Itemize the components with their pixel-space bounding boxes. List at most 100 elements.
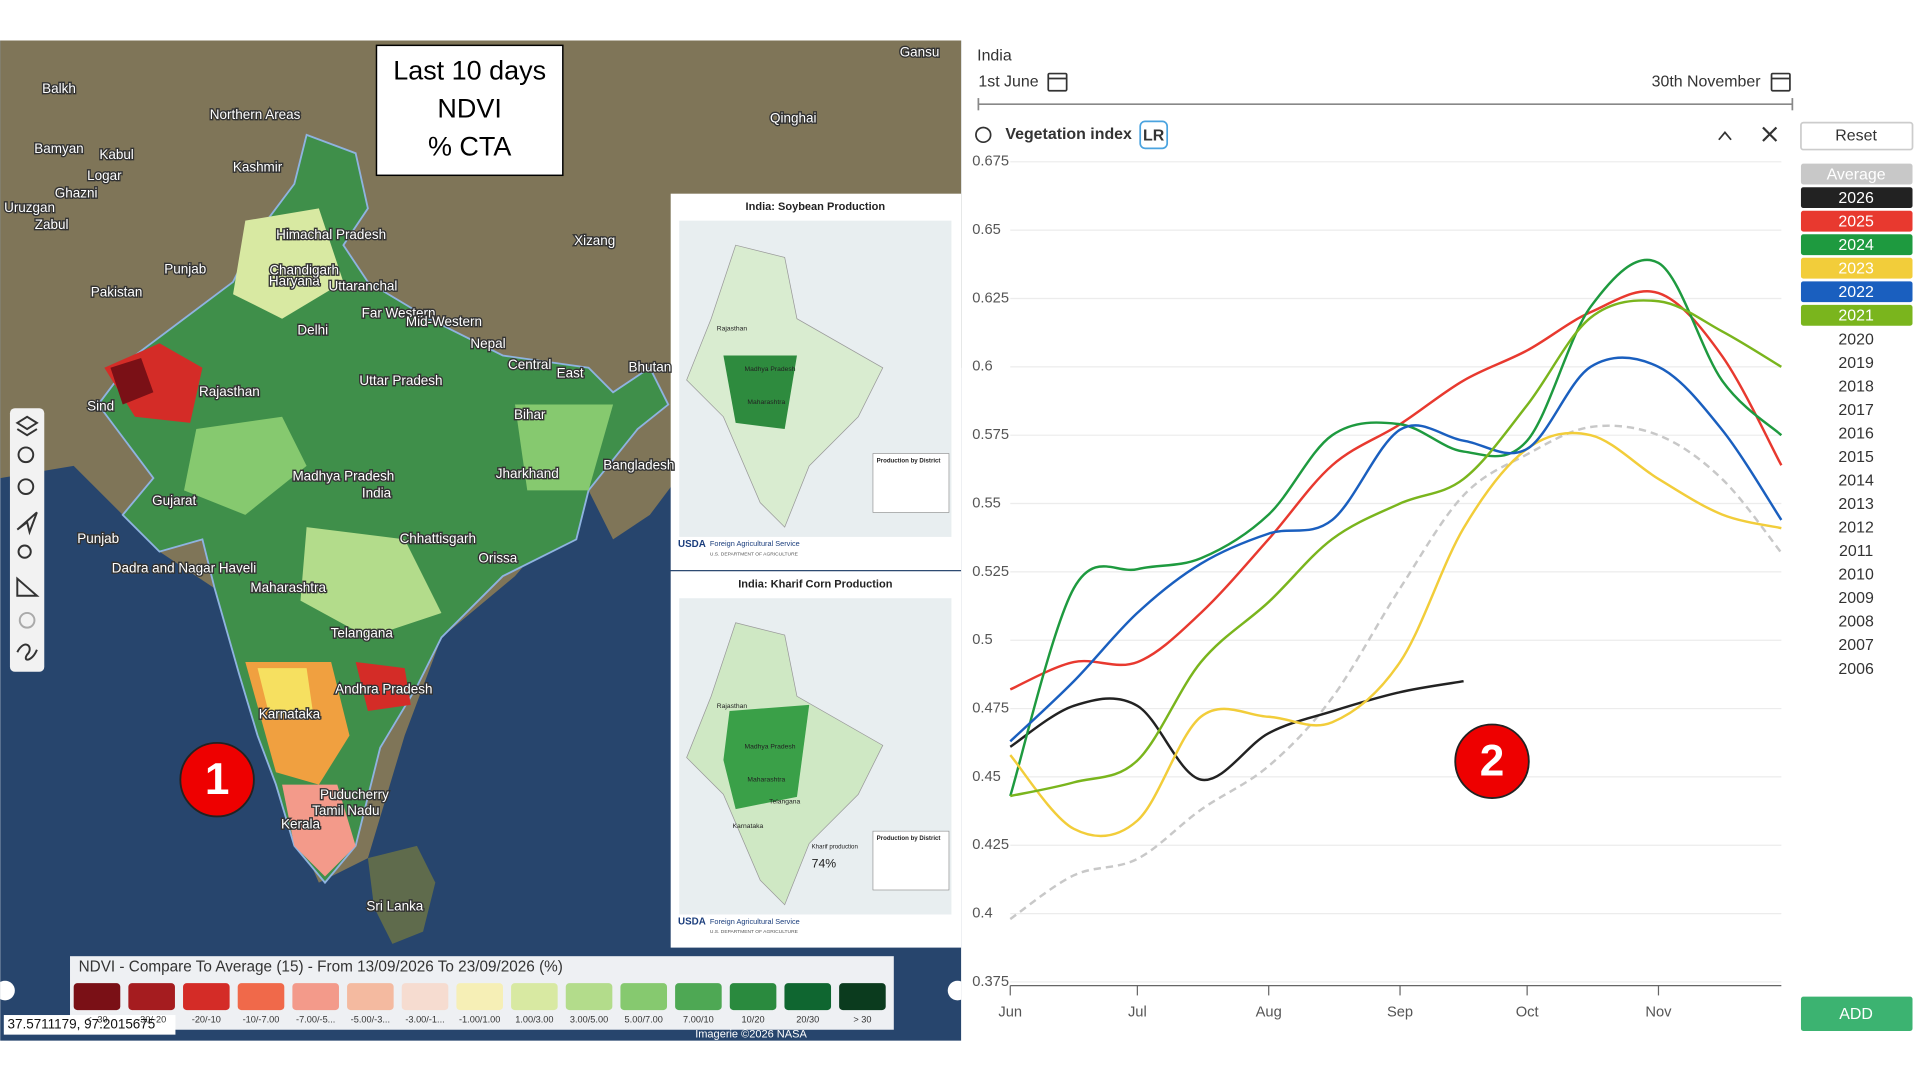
legend-name: 2021: [1838, 308, 1874, 325]
place-label: Andhra Pradesh: [335, 682, 432, 697]
calendar-icon[interactable]: [1047, 72, 1068, 92]
measure-icon[interactable]: [16, 576, 40, 597]
legend-swatch: [237, 983, 285, 1011]
inset-legend-title: Production by District: [877, 458, 941, 465]
legend-label: 1.00/3.00: [515, 1014, 553, 1024]
search-icon[interactable]: [17, 544, 32, 559]
y-tick-label: 0.475: [972, 700, 1009, 716]
place-label: Dadra and Nagar Haveli: [112, 560, 257, 575]
ndvi-patch: [282, 784, 356, 877]
globe-icon: [975, 126, 992, 144]
legend-swatch: [839, 983, 886, 1011]
draw-icon[interactable]: [16, 643, 38, 661]
y-tick-label: 0.375: [972, 974, 1009, 990]
legend-label: 20/30: [796, 1014, 819, 1024]
locate-icon[interactable]: [16, 511, 38, 536]
usda-logo: USDA: [678, 916, 706, 927]
layers-icon[interactable]: [15, 415, 39, 437]
legend-year[interactable]: 2015: [1838, 449, 1874, 466]
place-label: Nepal: [470, 336, 505, 351]
y-tick-label: 0.5: [972, 632, 992, 648]
legend-year[interactable]: 2010: [1838, 567, 1874, 584]
place-label: Rajasthan: [199, 384, 260, 399]
inset-state: Telangana: [769, 799, 800, 806]
legend-year[interactable]: 2016: [1838, 425, 1874, 442]
legend-pill[interactable]: [1800, 281, 1913, 303]
legend-year[interactable]: 2006: [1838, 661, 1874, 678]
series-line: [1010, 299, 1782, 798]
ndvi-patch: [184, 416, 307, 515]
legend-pill[interactable]: [1800, 187, 1913, 209]
panel-title: Vegetation index: [1005, 126, 1132, 143]
y-tick-label: 0.525: [972, 564, 1009, 580]
place-label: Madhya Pradesh: [292, 468, 394, 483]
target-icon[interactable]: [18, 611, 36, 629]
legend-year[interactable]: 2020: [1838, 331, 1874, 348]
ndvi-patch: [110, 357, 154, 405]
map[interactable]: Last 10 days NDVI % CTA Rajasthan Gujarat Mad…: [0, 40, 968, 1041]
zoom-out-icon[interactable]: [17, 478, 35, 496]
close-icon[interactable]: [1762, 126, 1778, 142]
legend-name: 2023: [1838, 261, 1874, 278]
place-label: Haryana: [269, 274, 320, 289]
legend-pill[interactable]: [1800, 163, 1913, 185]
legend-year[interactable]: 2019: [1838, 355, 1874, 372]
usda-logo: USDA: [678, 539, 706, 550]
collapse-right[interactable]: [947, 980, 968, 1001]
legend-swatch: [456, 983, 503, 1011]
legend-year[interactable]: 2008: [1838, 614, 1874, 631]
place-label: Chandigarh: [269, 262, 339, 277]
zoom-in-icon[interactable]: [17, 446, 35, 464]
legend-swatch: [73, 983, 121, 1011]
legend-swatch: [565, 983, 613, 1011]
place-label: Northern Areas: [210, 107, 301, 122]
calendar-icon[interactable]: [1770, 72, 1791, 92]
legend-year[interactable]: 2011: [1839, 543, 1873, 560]
collapse-left[interactable]: [0, 980, 15, 1001]
legend-year[interactable]: 2013: [1838, 496, 1874, 513]
add-button[interactable]: [1800, 996, 1913, 1031]
legend-year[interactable]: 2012: [1838, 520, 1874, 537]
ndvi-patch: [233, 208, 344, 319]
place-label: Jharkhand: [496, 466, 559, 481]
inset-state: Maharashtra: [747, 776, 785, 783]
place-label: Kerala: [281, 817, 320, 832]
inset-legend: [872, 830, 950, 891]
legend-year[interactable]: 2017: [1838, 402, 1874, 419]
badge-box[interactable]: [1139, 120, 1169, 150]
place-label: Orissa: [478, 551, 517, 566]
legend-label: -7.00/-5...: [296, 1014, 335, 1024]
legend-title: NDVI - Compare To Average (15) - From 13…: [79, 958, 563, 975]
legend-year[interactable]: 2009: [1838, 590, 1874, 607]
step-marker: [179, 741, 255, 818]
inset-department: U.S. DEPARTMENT OF AGRICULTURE: [710, 929, 799, 935]
legend-name: 2024: [1838, 237, 1874, 254]
legend-pill[interactable]: [1800, 210, 1913, 232]
badge[interactable]: LR: [1143, 127, 1165, 144]
place-label: Gansu: [900, 44, 940, 59]
collapse-icon[interactable]: [1718, 131, 1732, 141]
place-label: Delhi: [297, 323, 328, 338]
start-date: 1st June: [978, 73, 1038, 90]
place-label: Bhutan: [629, 359, 672, 374]
place-label: Mid-Western: [406, 314, 482, 329]
coords-box: [3, 1015, 176, 1035]
legend-pill[interactable]: [1800, 257, 1913, 279]
place-label: Uruzgan: [4, 200, 55, 215]
legend-label: -3.00/-1...: [405, 1014, 444, 1024]
legend-pill[interactable]: [1800, 304, 1913, 326]
reset-button[interactable]: [1800, 121, 1914, 151]
inset-legend: [872, 453, 950, 513]
legend-year[interactable]: 2014: [1838, 472, 1874, 489]
place-label: Sind: [87, 399, 114, 414]
legend-year[interactable]: 2007: [1838, 637, 1874, 654]
legend-label: 10/20: [742, 1014, 765, 1024]
place-label: Kabul: [99, 147, 133, 162]
y-tick-label: 0.45: [972, 769, 1001, 785]
legend-pill[interactable]: [1800, 234, 1913, 256]
series-line: [1009, 424, 1783, 921]
y-tick-label: 0.6: [972, 359, 992, 375]
legend-swatch: [347, 983, 394, 1011]
attribution: Imagerie ©2026 NASA: [695, 1029, 807, 1041]
legend-year[interactable]: 2018: [1838, 378, 1874, 395]
